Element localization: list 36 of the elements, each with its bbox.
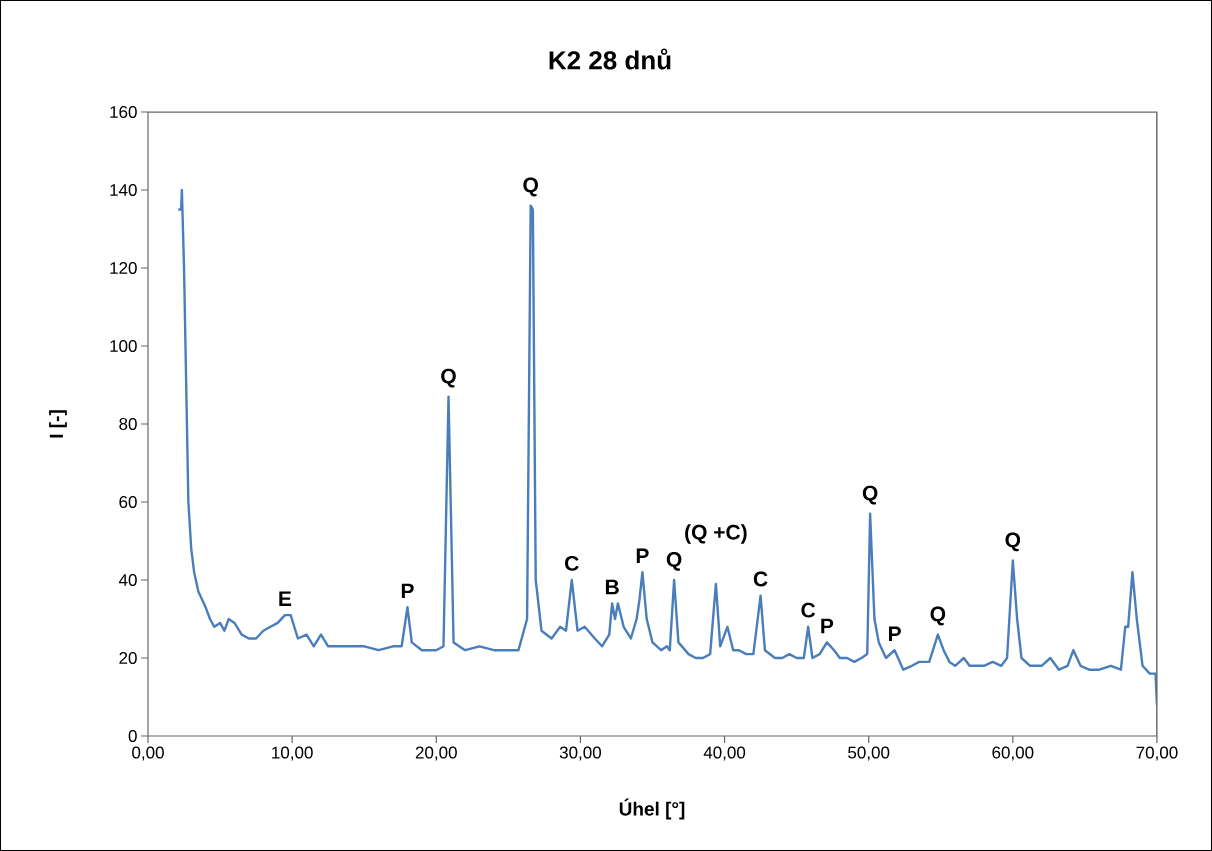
x-axis-title: Úhel [°] [619, 798, 685, 820]
y-tick-label: 160 [110, 105, 137, 119]
annotation: P [821, 618, 834, 634]
y-tick-label: 20 [119, 651, 137, 665]
y-tick-label: 0 [128, 729, 137, 743]
annotation: P [401, 583, 414, 599]
annotation: (Q +C) [685, 524, 747, 544]
y-tick-label: 140 [110, 183, 137, 197]
annotation: P [889, 626, 901, 641]
annotation: B [605, 579, 619, 595]
x-tick-label: 10,00 [272, 746, 313, 761]
annotation: Q [862, 485, 878, 505]
annotation: E [279, 591, 292, 606]
chart-title: K2 28 dnů [549, 48, 671, 70]
annotation: Q [523, 177, 538, 197]
x-tick-label: 20,00 [415, 746, 457, 761]
annotation: Q [1005, 532, 1021, 552]
x-tick-label: 60,00 [992, 746, 1034, 761]
x-tick-label: 50,00 [848, 746, 890, 761]
annotation: C [801, 602, 816, 618]
x-tick-label: 40,00 [703, 746, 746, 761]
y-tick-label: 100 [110, 339, 137, 353]
x-tick-label: 0,00 [132, 746, 164, 761]
x-tick-label: 70,00 [1136, 746, 1178, 761]
annotation: C [753, 571, 768, 587]
y-tick-label: 120 [110, 261, 137, 275]
y-tick-label: 60 [119, 495, 137, 509]
annotation: Q [441, 368, 456, 388]
annotation: Q [666, 552, 682, 571]
annotation: C [565, 555, 579, 571]
y-axis-title: I [-] [49, 410, 67, 438]
annotation: P [636, 548, 649, 563]
y-tick-label: 80 [119, 417, 137, 431]
y-tick-label: 40 [118, 573, 137, 587]
x-tick-label: 30,00 [559, 746, 602, 761]
annotation: Q [930, 606, 946, 626]
